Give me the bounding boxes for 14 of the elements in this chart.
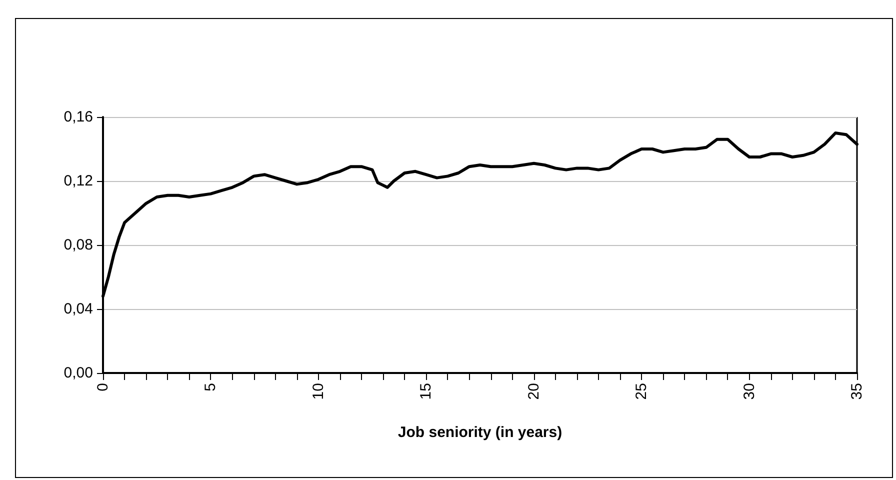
x-tick-label: 0 [94,383,112,392]
x-axis-title: Job seniority (in years) [398,424,562,441]
y-tick-label: 0,16 [64,108,93,126]
x-tick-label: 30 [740,383,758,400]
y-tick-label: 0,04 [64,300,93,318]
x-tick-label: 10 [310,383,327,400]
x-tick-label: 20 [525,383,542,400]
y-tick-label: 0,08 [64,236,93,254]
y-tick-label: 0,12 [64,172,93,190]
x-tick-label: 25 [633,383,650,400]
y-tick-label: 0,00 [64,364,93,382]
x-tick-label: 5 [202,383,220,392]
x-tick-label: 15 [418,383,435,400]
x-tick-label: 35 [848,383,866,400]
